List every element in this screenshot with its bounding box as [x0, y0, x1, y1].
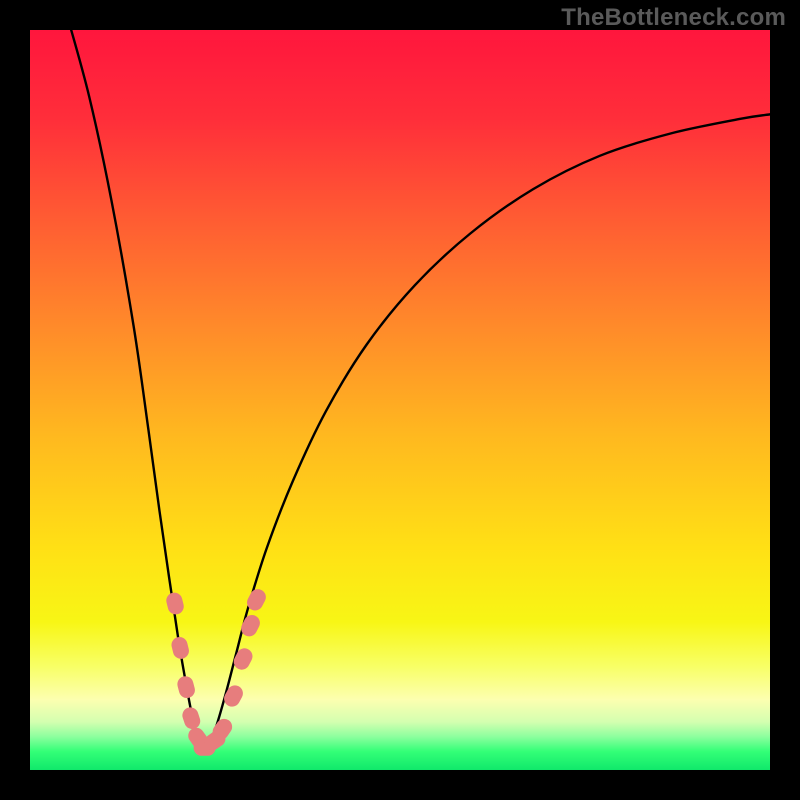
chart-canvas: TheBottleneck.com — [0, 0, 800, 800]
watermark-text: TheBottleneck.com — [561, 4, 786, 32]
chart-svg — [0, 0, 800, 800]
chart-black-frame — [0, 0, 800, 800]
gradient-plot-area — [30, 30, 770, 770]
